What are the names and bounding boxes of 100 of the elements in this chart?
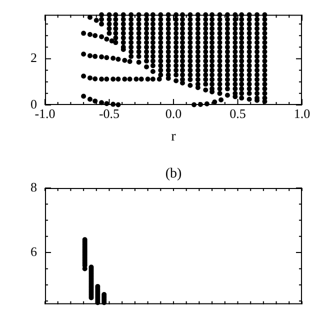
point bbox=[113, 26, 118, 32]
point bbox=[262, 16, 268, 22]
point bbox=[217, 58, 222, 64]
point bbox=[81, 74, 86, 79]
point bbox=[158, 63, 164, 68]
point bbox=[210, 26, 215, 32]
point bbox=[210, 40, 215, 46]
point bbox=[232, 44, 238, 50]
point bbox=[136, 54, 142, 59]
point bbox=[254, 82, 260, 87]
point bbox=[113, 22, 118, 27]
point bbox=[239, 26, 244, 32]
point bbox=[128, 44, 134, 50]
point bbox=[254, 16, 260, 22]
point bbox=[128, 30, 134, 36]
point bbox=[158, 30, 164, 36]
point bbox=[104, 76, 110, 82]
point bbox=[106, 22, 112, 27]
point bbox=[195, 40, 200, 46]
point bbox=[106, 30, 112, 36]
x-axis-title: r bbox=[171, 129, 176, 144]
point bbox=[144, 26, 150, 32]
point bbox=[166, 26, 171, 32]
point bbox=[174, 44, 179, 50]
point bbox=[203, 58, 208, 64]
point bbox=[128, 40, 134, 46]
point bbox=[203, 63, 208, 68]
point bbox=[158, 68, 164, 73]
point bbox=[217, 26, 222, 32]
point bbox=[217, 16, 222, 22]
point bbox=[188, 82, 193, 88]
point bbox=[232, 63, 238, 68]
point bbox=[246, 68, 252, 73]
point bbox=[166, 44, 171, 50]
point bbox=[120, 40, 126, 46]
point bbox=[203, 44, 208, 50]
point bbox=[174, 68, 179, 73]
point bbox=[224, 26, 230, 32]
point bbox=[246, 77, 252, 82]
point bbox=[210, 49, 215, 54]
point bbox=[150, 22, 156, 27]
point bbox=[158, 44, 164, 50]
point bbox=[217, 54, 222, 59]
point bbox=[217, 77, 222, 82]
point bbox=[254, 72, 260, 78]
point bbox=[113, 30, 118, 36]
point bbox=[145, 76, 150, 82]
point bbox=[232, 90, 238, 96]
point bbox=[246, 22, 252, 27]
point bbox=[87, 53, 92, 58]
point bbox=[224, 63, 230, 68]
point bbox=[254, 54, 260, 59]
point bbox=[232, 40, 238, 46]
point bbox=[217, 68, 222, 73]
point bbox=[210, 72, 215, 78]
point bbox=[262, 82, 268, 87]
point bbox=[232, 26, 238, 32]
y-tick-label: 0 bbox=[30, 96, 37, 112]
point bbox=[188, 77, 193, 82]
point bbox=[239, 54, 244, 59]
point bbox=[188, 72, 193, 78]
point bbox=[262, 58, 268, 64]
point bbox=[188, 26, 193, 32]
point bbox=[195, 77, 200, 82]
point bbox=[136, 35, 142, 40]
point bbox=[180, 30, 185, 36]
point bbox=[99, 76, 104, 82]
point bbox=[136, 44, 142, 50]
point bbox=[110, 56, 116, 61]
point bbox=[136, 40, 142, 46]
point bbox=[174, 30, 179, 36]
point bbox=[150, 40, 156, 46]
point bbox=[246, 16, 252, 22]
point bbox=[158, 49, 164, 54]
point bbox=[158, 35, 164, 40]
point bbox=[224, 16, 230, 22]
point bbox=[180, 63, 185, 68]
point bbox=[122, 76, 128, 82]
point bbox=[224, 68, 230, 73]
point bbox=[174, 26, 179, 32]
point bbox=[180, 35, 185, 40]
point bbox=[195, 68, 200, 73]
point bbox=[262, 22, 268, 27]
point bbox=[210, 58, 215, 64]
point bbox=[128, 54, 134, 59]
point bbox=[254, 58, 260, 64]
point bbox=[224, 72, 230, 78]
point bbox=[262, 68, 268, 73]
point bbox=[232, 54, 238, 59]
point bbox=[166, 22, 171, 27]
point bbox=[166, 63, 171, 68]
point bbox=[87, 96, 92, 102]
point bbox=[104, 36, 110, 42]
point bbox=[239, 68, 244, 73]
point bbox=[246, 86, 252, 92]
point bbox=[174, 40, 179, 46]
point bbox=[174, 63, 179, 68]
point bbox=[174, 35, 179, 40]
point bbox=[203, 40, 208, 46]
point bbox=[239, 82, 244, 87]
